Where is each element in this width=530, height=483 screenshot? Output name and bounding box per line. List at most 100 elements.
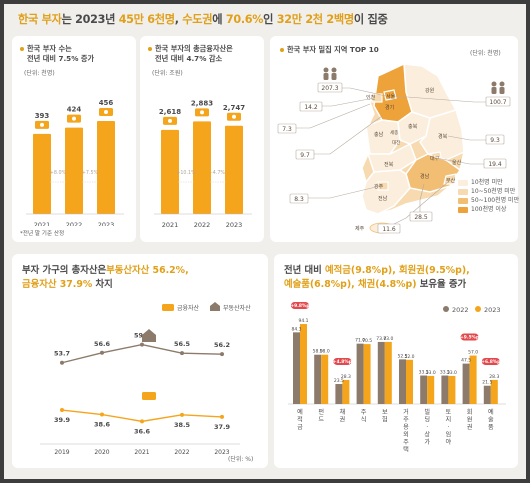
value-box xyxy=(483,158,507,169)
value-label-2023: 58.0 xyxy=(320,349,330,355)
value-box xyxy=(485,134,505,145)
category-label-char: · xyxy=(426,424,428,431)
region-label: 부산 xyxy=(446,177,456,184)
legend-label: 10~50천명 미만 xyxy=(471,188,516,195)
category-label-char: 가 xyxy=(424,438,430,446)
value-box xyxy=(317,82,343,93)
house-icon xyxy=(142,329,156,342)
value-label-2022: 33.5 xyxy=(440,370,450,376)
value-region: 11.6 xyxy=(382,226,396,233)
korea-map: 서울 인천 경기 강원 충북 충남 세종 대전 전북 경북 대구 울산 광주 전… xyxy=(277,62,511,234)
growth-annotation: +7.5% xyxy=(82,170,99,176)
growth-annotation: -4.7% xyxy=(211,170,225,176)
title-part: 보유율 증가 xyxy=(416,279,467,290)
panel-title-line2: 전년 대비 4.7% 감소 xyxy=(155,54,223,63)
title-part: 70.6% xyxy=(225,13,264,26)
panel-title-text: 한국 부자 밀집 지역 TOP 10 xyxy=(287,45,379,54)
category-label-char: 딩 xyxy=(424,416,430,424)
bar xyxy=(193,121,211,214)
legend-label: 2023 xyxy=(484,306,501,314)
panel-asset-share: 부자 가구의 총자산은부동산자산 56.2%, 금융자산 37.9% 차지 20… xyxy=(12,254,268,468)
x-tick-label: 2022 xyxy=(194,221,211,229)
legend-label: 10천명 미만 xyxy=(471,179,503,186)
legend-label: 100천명 이상 xyxy=(471,206,507,213)
legend-swatch xyxy=(458,179,468,186)
value-region: 28.5 xyxy=(414,214,428,221)
category-label-char: 적 xyxy=(297,417,303,424)
increase-badge-label: +9.8%p xyxy=(291,303,310,309)
data-point xyxy=(100,412,104,417)
region-label: 충북 xyxy=(408,123,418,130)
region-label: 인천 xyxy=(366,94,376,101)
bar-value-label: 393 xyxy=(35,112,50,120)
panel-holding-rate: 전년 대비 예적금(9.8%p), 회원권(9.5%p), 예술품(6.8%p)… xyxy=(274,254,518,468)
value-label-2023: 52.0 xyxy=(404,354,414,360)
title-part: 인 xyxy=(263,13,277,26)
value-region: 9.7 xyxy=(300,152,310,159)
bar-2023 xyxy=(363,344,371,404)
value-box xyxy=(377,223,401,234)
increase-badge xyxy=(460,333,479,341)
bar-value-label: 2,747 xyxy=(223,104,245,112)
increase-badge xyxy=(333,357,352,365)
value-label-2022: 21.5 xyxy=(482,380,492,386)
data-point xyxy=(220,414,224,419)
bar-value-label: 2,618 xyxy=(159,108,181,116)
bar-2023 xyxy=(321,354,329,404)
growth-annotation: +8.0% xyxy=(50,170,67,176)
value-label-2022: 84.3 xyxy=(291,326,301,332)
leader-line xyxy=(314,97,375,107)
chart-financial-assets: 2,618 2021 2,883 2022 2,747 2023 +10.1% -4.7% xyxy=(154,99,252,229)
value-label-2023: 73.0 xyxy=(383,336,393,342)
category-label-char: 드 xyxy=(318,417,324,424)
map-gwangju xyxy=(377,181,389,191)
title-part: 예적금(9.8%p), 회원권(9.5%p), xyxy=(325,265,470,276)
chart-holding-rate: 2022 202384.394.1+9.8%p예적금58.058.0펀드23.52… xyxy=(288,302,506,454)
value-incheon: 14.2 xyxy=(304,104,318,111)
panel-title-line2: 전년 대비 7.5% 증가 xyxy=(27,54,95,63)
value-region: 9.3 xyxy=(490,137,500,144)
category-label-char: 외 xyxy=(403,432,409,439)
value-label-2023: 57.0 xyxy=(468,350,478,356)
category-label-char: 술 xyxy=(488,416,494,424)
category-label-char: 예 xyxy=(488,408,494,416)
bar-value-label: 424 xyxy=(67,106,82,114)
region-label: 경북 xyxy=(438,133,448,140)
legend-money-icon xyxy=(162,304,174,311)
bar-2022 xyxy=(420,375,428,404)
money-icon xyxy=(232,114,236,119)
person-icon xyxy=(331,67,337,73)
map-chungnam xyxy=(365,119,401,155)
bar-2023 xyxy=(342,379,350,404)
person-icon xyxy=(499,81,505,87)
value-label-2022: 71.0 xyxy=(355,338,365,344)
increase-badge-label: +4.8%p xyxy=(333,359,352,365)
bullet-icon xyxy=(148,47,152,51)
title-part: 수도권 xyxy=(182,13,213,26)
data-point xyxy=(60,408,64,413)
bullet-icon xyxy=(280,48,284,52)
bullet-icon xyxy=(20,47,24,51)
category-label-char: 품 xyxy=(488,424,494,431)
region-label: 세종 xyxy=(390,129,398,136)
bar-value-label: 2,883 xyxy=(191,99,213,107)
legend-house-icon xyxy=(210,302,220,311)
title-part: 부자 가구의 총자산은 xyxy=(22,265,107,276)
title-part: 차지 xyxy=(92,279,113,290)
panel-map: 한국 부자 밀집 지역 TOP 10 (단위: 천명) xyxy=(270,36,519,242)
panel-title: 전년 대비 예적금(9.8%p), 회원권(9.5%p), 예술품(6.8%p)… xyxy=(284,264,470,292)
increase-badge xyxy=(291,302,309,310)
bar-2023 xyxy=(490,379,498,404)
x-tick-label: 2021 xyxy=(34,221,51,226)
panel-title: 한국 부자 밀집 지역 TOP 10 xyxy=(280,45,379,55)
value-region: 19.4 xyxy=(488,161,502,168)
value-label-2023: 28.3 xyxy=(489,374,499,380)
category-label-char: 주 xyxy=(403,417,409,424)
x-tick-label: 2020 xyxy=(94,449,109,456)
data-point xyxy=(220,352,224,357)
increase-badge xyxy=(481,357,500,365)
increase-badge-label: +9.5%p xyxy=(460,335,479,341)
bar xyxy=(65,127,83,214)
value-label-2022: 33.5 xyxy=(419,370,429,376)
value-label-2022: 47.5 xyxy=(461,358,471,364)
